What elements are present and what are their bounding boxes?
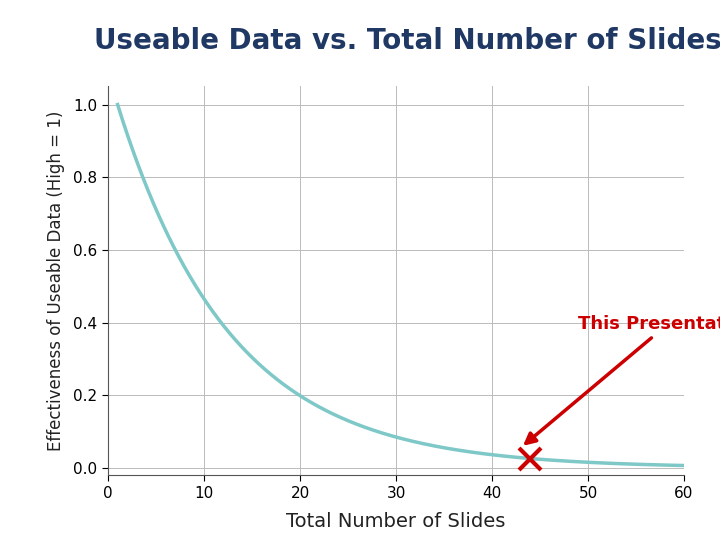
X-axis label: Total Number of Slides: Total Number of Slides bbox=[287, 512, 505, 531]
Y-axis label: Effectiveness of Useable Data (High = 1): Effectiveness of Useable Data (High = 1) bbox=[47, 111, 65, 451]
Text: This Presentation: This Presentation bbox=[526, 315, 720, 443]
Text: Useable Data vs. Total Number of Slides: Useable Data vs. Total Number of Slides bbox=[94, 27, 720, 55]
